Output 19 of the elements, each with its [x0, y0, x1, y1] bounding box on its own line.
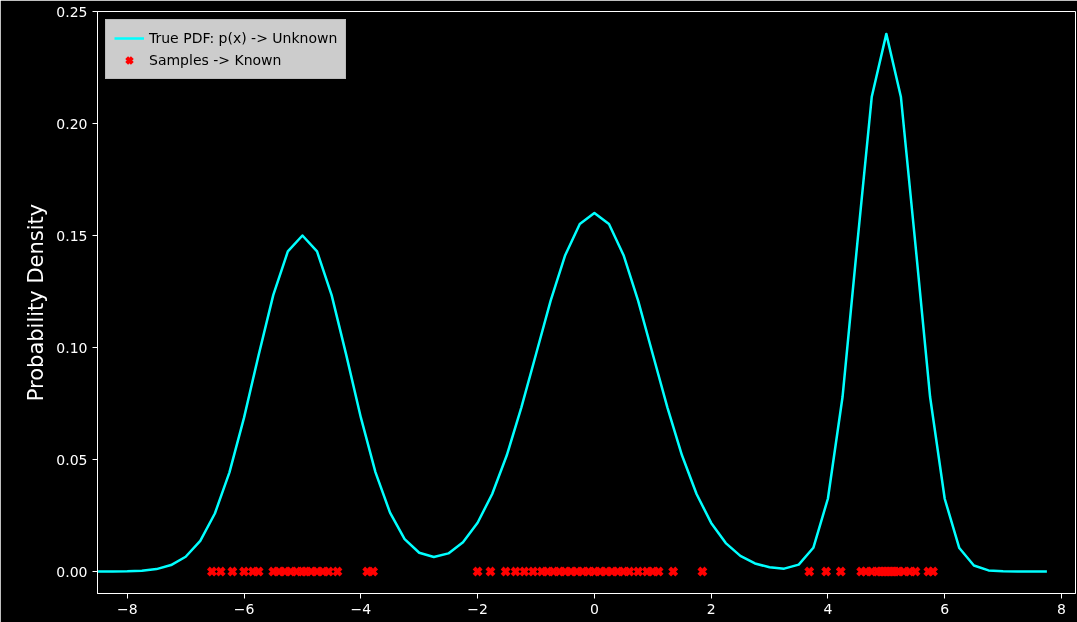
y-tick-label: 0.20	[56, 115, 88, 132]
legend-label: True PDF: p(x) -> Unknown	[149, 30, 338, 46]
y-axis-title: Probability Density	[24, 203, 49, 402]
x-tick-label: 4	[823, 600, 833, 617]
legend-label: Samples -> Known	[149, 52, 282, 68]
x-tick-label: 8	[1057, 600, 1066, 617]
y-tick-label: 0.10	[56, 339, 88, 356]
x-tick-label: −8	[116, 600, 138, 617]
line-series	[97, 32, 1049, 573]
y-tick-label: 0.25	[56, 3, 88, 20]
y-tick-label: 0.00	[56, 563, 88, 580]
y-tick-label: 0.15	[56, 227, 88, 244]
x-tick-label: 6	[940, 600, 950, 617]
x-tick-label: −2	[467, 600, 488, 617]
x-tick-label: 2	[706, 600, 716, 617]
x-tick-label: 0	[589, 600, 599, 617]
x-tick-label: −6	[233, 600, 255, 617]
x-tick-label: −4	[350, 600, 372, 617]
y-tick-label: 0.05	[56, 451, 88, 468]
